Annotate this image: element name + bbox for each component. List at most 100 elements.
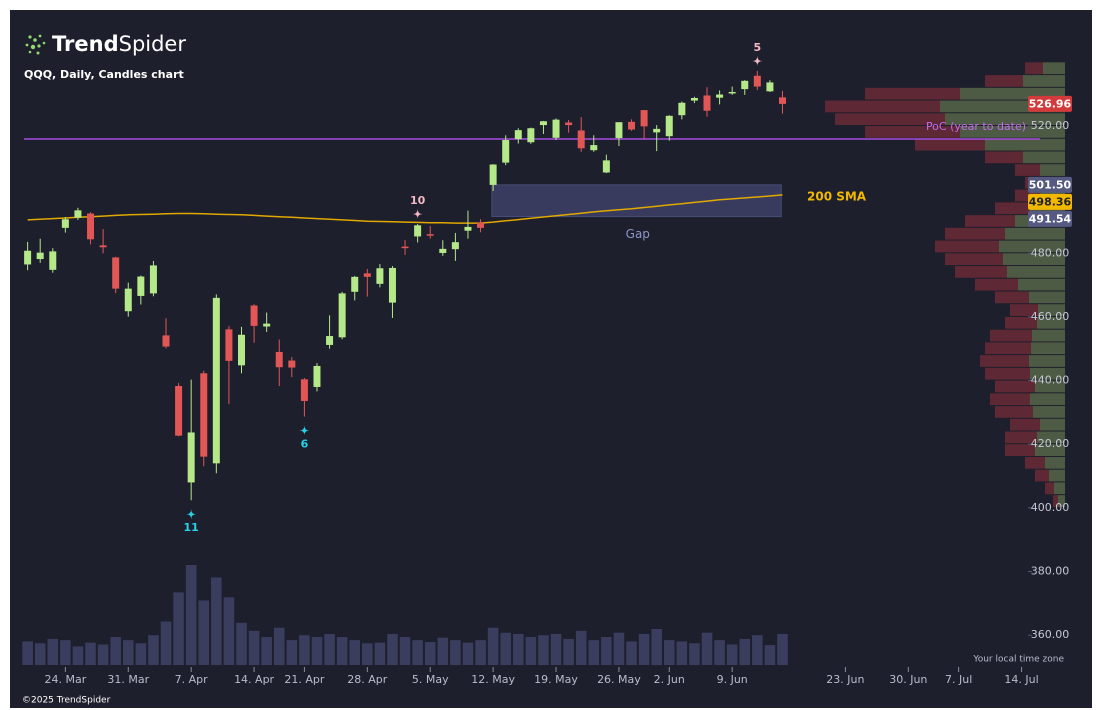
volume-bar	[223, 597, 235, 665]
plot-layer: 360.00 380.00 400.00 420.00 440.00 460.00 480.…	[22, 41, 1072, 686]
volume-bar	[613, 632, 625, 665]
volume-bar	[47, 638, 59, 665]
candle-body	[590, 145, 598, 151]
volume-profile-buy	[1023, 75, 1065, 87]
candle-body	[300, 379, 308, 401]
volume-profile-buy	[985, 138, 1065, 151]
volume-profile-buy	[1018, 278, 1065, 291]
x-tick-label: 12. May	[471, 673, 515, 686]
volume-profile-buy	[1043, 62, 1065, 75]
volume-profile-buy	[1032, 329, 1065, 342]
volume-bar	[399, 637, 411, 665]
volume-profile-sell	[980, 355, 1029, 367]
price-label-box	[1028, 95, 1072, 112]
volume-bar	[248, 630, 260, 665]
y-tick-label: 440.00	[1031, 374, 1070, 387]
candle-body	[124, 288, 132, 312]
volume-bar	[739, 638, 751, 665]
y-tick-label: 520.00	[1031, 119, 1070, 132]
timezone-note: Your local time zone	[972, 655, 1064, 665]
candle-body	[766, 82, 774, 92]
x-tick-label: 7. Jul	[945, 673, 972, 686]
volume-profile-sell	[935, 240, 999, 253]
annotation-marker	[299, 425, 310, 436]
x-tick-label: 21. Apr	[284, 673, 324, 686]
candle-body	[351, 276, 359, 292]
candle-body	[502, 140, 510, 163]
volume-bar	[324, 633, 335, 665]
volume-profile-buy	[1040, 418, 1065, 431]
volume-bar	[160, 621, 172, 665]
volume-profile-buy	[1040, 164, 1065, 176]
brand-regular: Spider	[119, 32, 187, 56]
candle-body	[36, 252, 44, 260]
candle-body	[477, 222, 485, 228]
x-tick-label: 26. May	[597, 673, 641, 686]
poc-label: PoC (year to date)	[926, 120, 1026, 133]
volume-bar	[387, 633, 398, 665]
volume-profile-sell	[825, 100, 940, 113]
candle-body	[326, 336, 334, 345]
volume-profile-sell	[955, 266, 1007, 278]
candle-body	[552, 119, 560, 138]
volume-bar	[173, 592, 184, 665]
volume-profile-buy	[1045, 456, 1065, 469]
annotation-label: 10	[410, 194, 426, 207]
candle-body	[451, 242, 459, 250]
volume-profile-sell	[995, 380, 1035, 393]
volume-bar	[122, 640, 134, 665]
candle-body	[338, 293, 346, 338]
annotation-label: 6	[301, 438, 309, 451]
x-tick-label: 28. Apr	[347, 673, 387, 686]
y-tick-label: 460.00	[1031, 310, 1070, 323]
volume-bar	[412, 640, 423, 665]
volume-profile-buy	[1054, 482, 1065, 495]
x-tick-label: 9. Jun	[717, 673, 748, 686]
volume-bar	[185, 565, 197, 665]
candle-body	[703, 95, 711, 111]
candle-body	[439, 248, 447, 253]
volume-bar	[135, 643, 147, 665]
gap-zone	[491, 184, 782, 218]
volume-bar	[651, 628, 662, 665]
candle-body	[414, 225, 422, 237]
volume-bar	[575, 630, 587, 665]
candle-body	[527, 128, 535, 143]
volume-bar	[85, 642, 96, 665]
volume-bar	[362, 643, 373, 665]
brand-logo: TrendSpider	[25, 32, 186, 56]
candle-body	[728, 91, 736, 94]
x-tick-label: 24. Mar	[44, 673, 86, 686]
candle-body	[137, 276, 145, 296]
volume-bar	[626, 641, 637, 665]
volume-bar	[424, 642, 436, 665]
brand-name: TrendSpider	[52, 32, 186, 56]
volume-profile-sell	[1025, 456, 1045, 469]
candle-body	[640, 110, 648, 127]
volume-profile-sell	[1010, 304, 1038, 316]
volume-bar	[638, 633, 650, 665]
brand-bold: Trend	[52, 32, 119, 56]
volume-bar	[286, 640, 298, 665]
volume-bar	[236, 622, 247, 665]
annotation-label: 5	[754, 41, 762, 54]
price-label-box	[1028, 176, 1072, 193]
volume-bar	[701, 632, 713, 665]
x-tick-label: 31. Mar	[107, 673, 149, 686]
volume-profile-sell	[1053, 495, 1058, 507]
volume-bar	[777, 633, 788, 665]
volume-profile-sell	[985, 75, 1023, 87]
candle-body	[99, 245, 107, 248]
volume-profile-sell	[865, 126, 960, 138]
volume-bar	[60, 640, 71, 665]
volume-bar	[513, 633, 524, 665]
volume-profile-buy	[1058, 495, 1065, 507]
y-tick-label: 360.00	[1031, 628, 1070, 641]
volume-profile-buy	[1035, 444, 1065, 456]
candle-body	[665, 115, 673, 137]
volume-profile-sell	[975, 278, 1018, 291]
volume-profile-buy	[1005, 227, 1065, 240]
volume-profile-sell	[1010, 418, 1040, 431]
volume-bar	[663, 640, 675, 665]
